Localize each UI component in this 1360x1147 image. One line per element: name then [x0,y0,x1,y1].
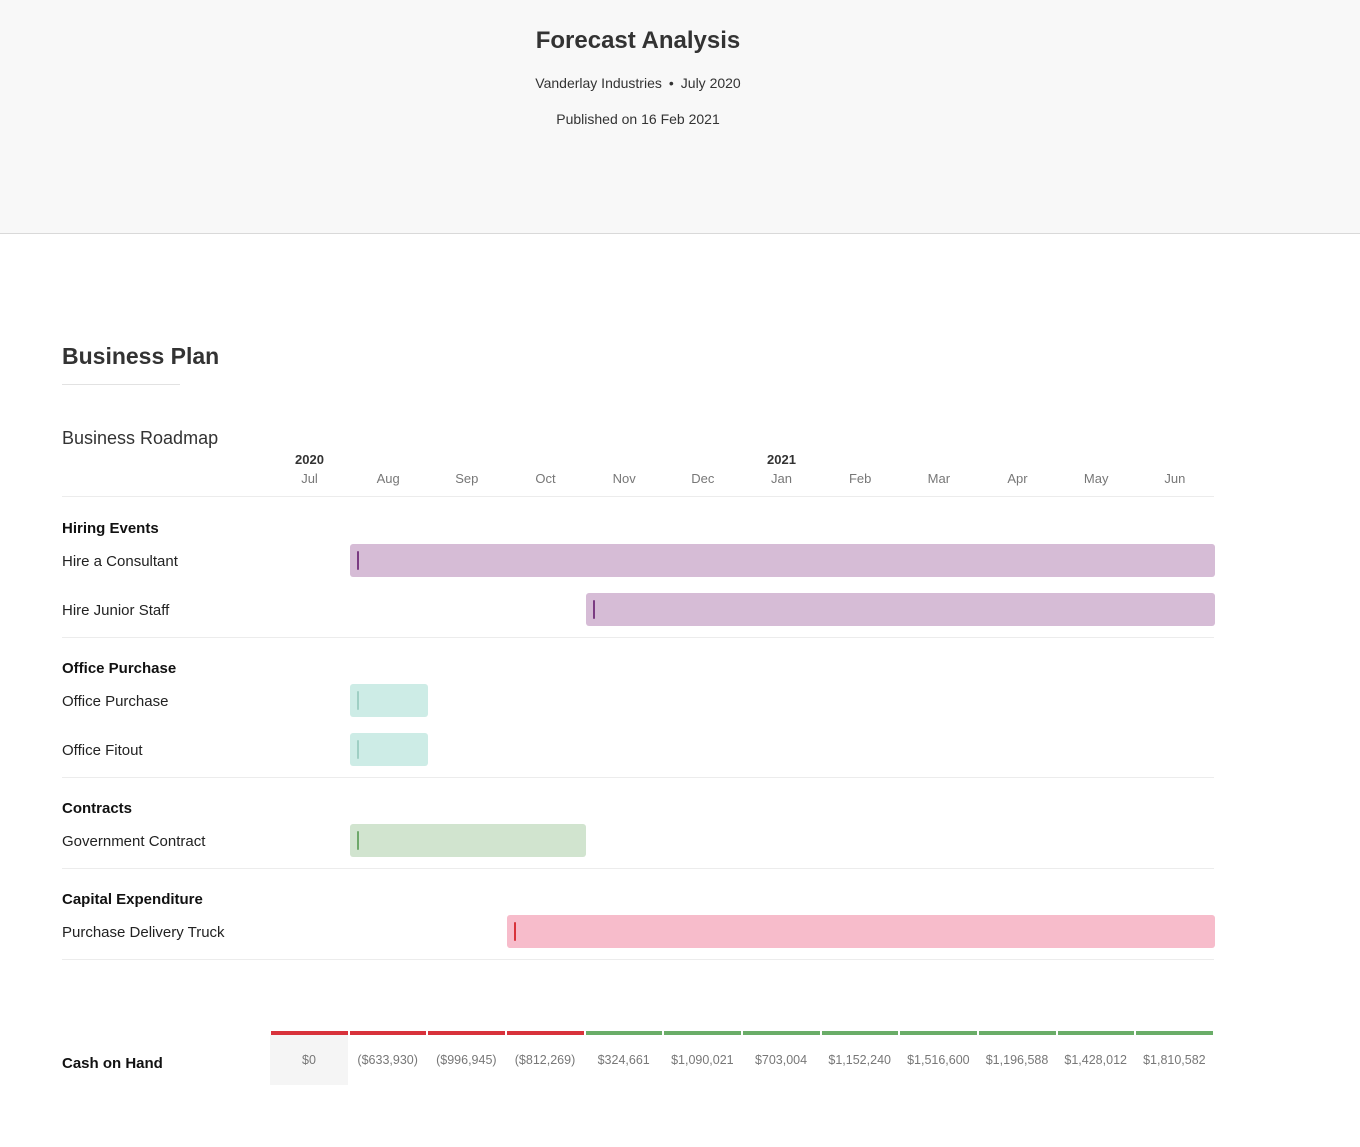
month-label-jun: Jun [1164,471,1186,486]
cash-trend-segment [664,1031,741,1035]
report-title: Forecast Analysis [535,27,741,54]
task-bar[interactable] [349,684,429,717]
month-label-feb: Feb [848,471,872,486]
published-date: Published on 16 Feb 2021 [556,111,720,127]
report-period: July 2020 [680,75,741,91]
cash-trend-segment [979,1031,1056,1035]
group-label: Capital Expenditure [62,891,203,908]
task-bar[interactable] [349,733,429,766]
task-label: Purchase Delivery Truck [62,924,225,941]
task-start-marker [592,600,595,619]
cash-value-jul: $0 [270,1035,348,1085]
month-label-dec: Dec [691,471,715,486]
cash-value-dec: $1,090,021 [671,1053,734,1067]
task-bar[interactable] [507,915,1216,948]
cash-value-oct: ($812,269) [514,1053,576,1067]
group-label: Office Purchase [62,660,177,677]
timeline-header-divider [62,496,1214,497]
year-label-2020: 2020 [295,452,324,467]
task-label: Government Contract [62,833,206,850]
group-divider [62,868,1214,869]
month-label-jan: Jan [771,471,792,486]
task-bar[interactable] [349,824,586,857]
cash-trend-segment [349,1031,427,1035]
task-label: Hire a Consultant [62,553,178,570]
cash-trend-segment [507,1031,584,1035]
group-divider [62,777,1214,778]
month-label-apr: Apr [1007,471,1028,486]
month-label-oct: Oct [535,471,556,486]
month-label-aug: Aug [376,471,400,486]
month-label-may: May [1083,471,1109,486]
year-label-2021: 2021 [767,452,796,467]
task-start-marker [356,551,359,570]
meta-separator: • [668,75,674,91]
task-bar[interactable] [349,544,1216,577]
cash-value-sep: ($996,945) [436,1053,497,1067]
cash-value-aug: ($633,930) [357,1053,418,1067]
chart-title: Business Roadmap [62,428,219,448]
cash-trend-segment [585,1031,663,1035]
section-underline [62,384,180,385]
cash-trend-segment [1057,1031,1135,1035]
task-start-marker [356,691,359,710]
task-start-marker [514,922,516,941]
report-meta: Vanderlay Industries • July 2020 [0,75,1276,91]
report-header: Forecast Analysis Vanderlay Industries • J… [0,0,1360,234]
month-label-jul: Jul [301,471,318,486]
task-label: Office Purchase [62,693,169,710]
group-divider [62,637,1214,638]
cash-value-jan: $703,004 [754,1053,808,1067]
cash-trend-segment [821,1031,899,1035]
cash-trend-segment [1136,1031,1214,1035]
group-divider [62,959,1214,960]
month-label-sep: Sep [455,471,479,486]
cash-value-nov: $324,661 [597,1053,650,1067]
group-label: Contracts [62,800,133,817]
cash-value-jun: $1,810,582 [1143,1053,1206,1067]
month-label-nov: Nov [612,471,636,486]
group-label: Hiring Events [62,520,159,537]
cash-value-may: $1,428,012 [1064,1053,1127,1067]
task-bar[interactable] [585,593,1216,626]
cash-on-hand-label: Cash on Hand [62,1055,163,1072]
cash-value-mar: $1,516,600 [907,1053,970,1067]
task-label: Office Fitout [62,742,143,759]
task-start-marker [356,831,359,850]
cash-trend-segment [428,1031,505,1035]
task-label: Hire Junior Staff [62,602,170,619]
cash-trend-segment [900,1031,978,1035]
section-title: Business Plan [62,343,220,369]
cash-trend-segment [743,1031,820,1035]
cash-value-feb: $1,152,240 [828,1053,891,1067]
cash-value-apr: $1,196,588 [985,1053,1049,1067]
company-name: Vanderlay Industries [535,75,662,91]
month-label-mar: Mar [927,471,951,486]
task-start-marker [356,740,359,759]
cash-trend-segment [271,1031,348,1035]
